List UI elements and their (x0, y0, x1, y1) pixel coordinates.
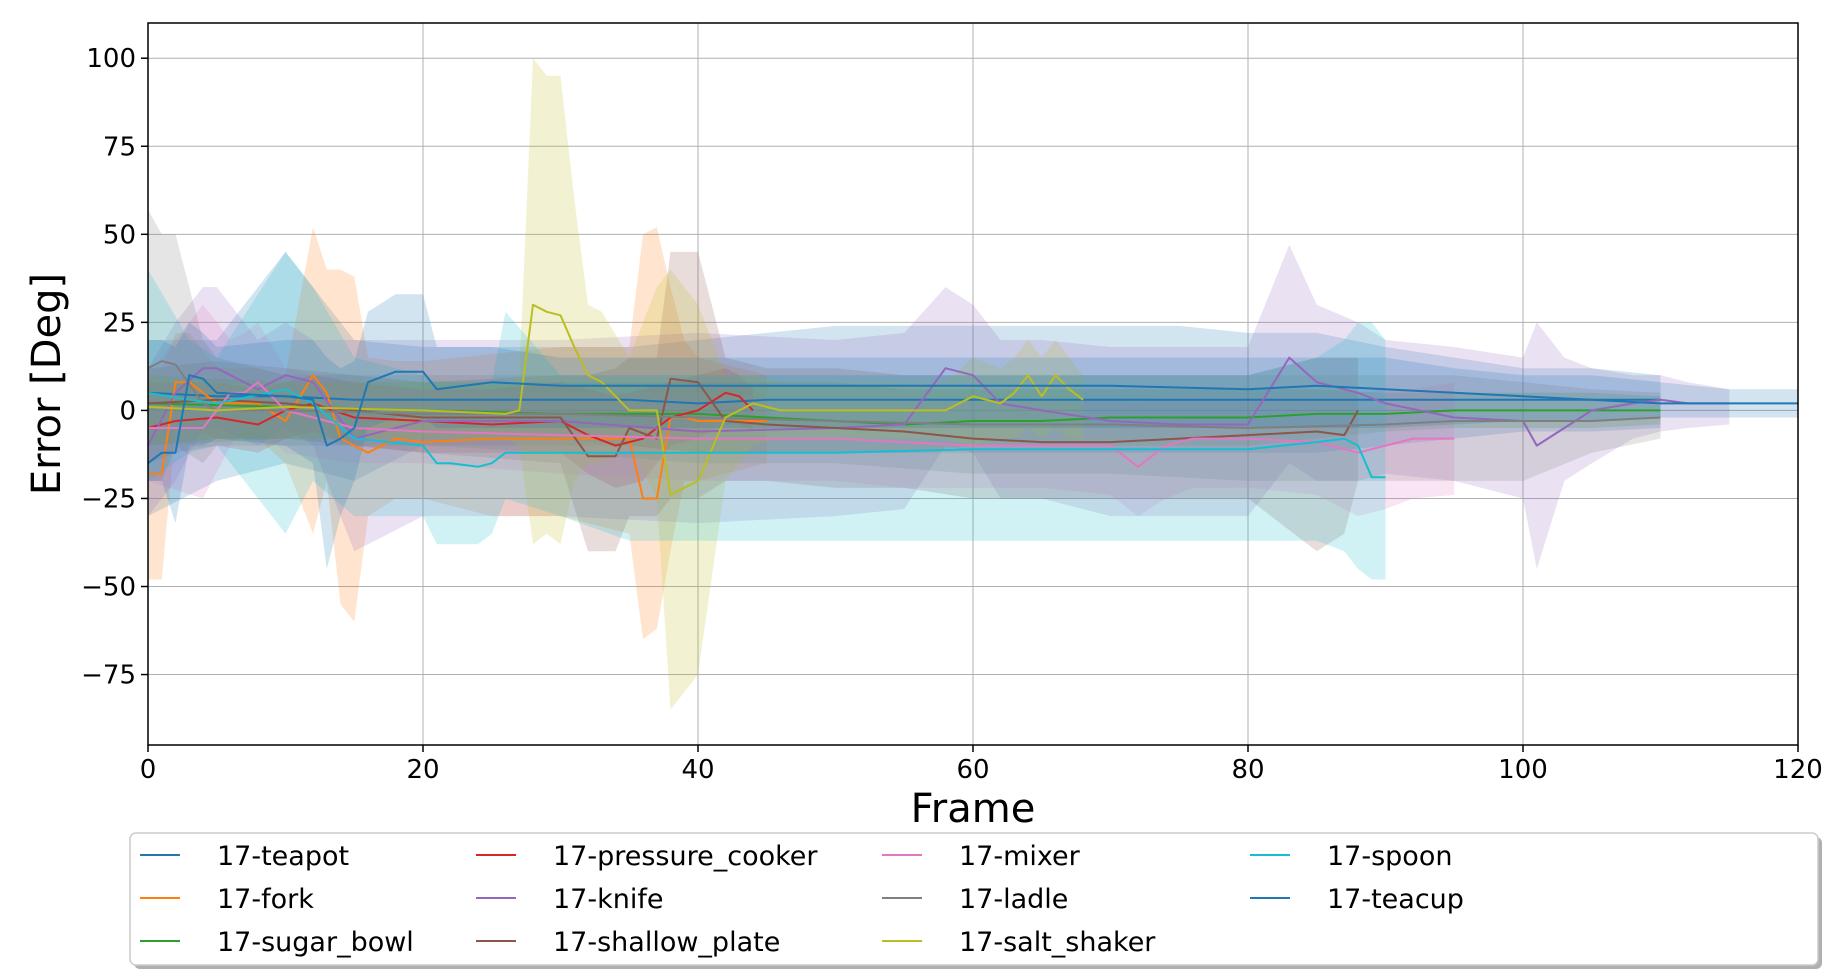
y-tick-label: 50 (103, 220, 136, 250)
line-17-salt_shaker (147, 303, 1084, 496)
legend-label: 17-teapot (217, 841, 349, 872)
band-17-knife (148, 244, 1730, 569)
legend-label: 17-spoon (1327, 841, 1452, 872)
legend-label: 17-teacup (1327, 884, 1464, 915)
legend-label: 17-shallow_plate (553, 927, 780, 958)
confidence-bands (148, 58, 1798, 710)
y-tick-label: −50 (81, 573, 136, 603)
y-tick-label: 75 (103, 132, 136, 162)
line-17-pressure_cooker (147, 391, 754, 447)
x-tick-label: 40 (681, 755, 714, 785)
y-axis-label: Error [Deg] (24, 273, 70, 495)
legend-box (129, 832, 1819, 966)
band-17-teapot (148, 251, 1661, 517)
line-17-shallow_plate (147, 377, 1359, 458)
y-tick-label: 100 (86, 44, 136, 74)
x-axis-label: Frame (911, 786, 1036, 832)
legend-label: 17-knife (553, 884, 663, 915)
line-17-fork (148, 374, 767, 500)
band-17-salt_shaker (148, 58, 1083, 710)
x-tick-label: 0 (140, 755, 157, 785)
line-17-ladle (147, 360, 1661, 429)
legend-label: 17-ladle (959, 884, 1068, 915)
band-17-shallow_plate (148, 251, 1358, 552)
line-17-knife (147, 356, 1730, 447)
legend-label: 17-pressure_cooker (553, 841, 818, 872)
legend-label: 17-sugar_bowl (217, 927, 414, 958)
band-17-teacup (148, 294, 1798, 569)
x-tick-label: 100 (1498, 755, 1548, 785)
y-tick-label: −25 (81, 484, 136, 514)
x-tick-label: 60 (956, 755, 989, 785)
legend-label: 17-mixer (959, 841, 1081, 872)
y-tick-label: 25 (103, 308, 136, 338)
axis-ticks: 0 20 40 60 80 100 120 −75 −50 −25 0 25 50 75 100 (81, 44, 1823, 785)
line-17-spoon (147, 388, 1386, 479)
legend-label: 17-salt_shaker (959, 927, 1156, 958)
legend: 17-teapot 17-fork 17-sugar_bowl 17-pressure… (129, 832, 1822, 969)
y-tick-label: −75 (81, 661, 136, 691)
x-tick-label: 20 (406, 755, 439, 785)
band-17-spoon (148, 251, 1386, 580)
series-lines (147, 303, 1798, 500)
x-tick-label: 120 (1773, 755, 1823, 785)
line-17-teapot (147, 391, 1661, 405)
legend-label: 17-fork (217, 884, 314, 915)
y-tick-label: 0 (119, 396, 136, 426)
x-tick-label: 80 (1231, 755, 1264, 785)
line-17-teacup (147, 370, 1798, 464)
